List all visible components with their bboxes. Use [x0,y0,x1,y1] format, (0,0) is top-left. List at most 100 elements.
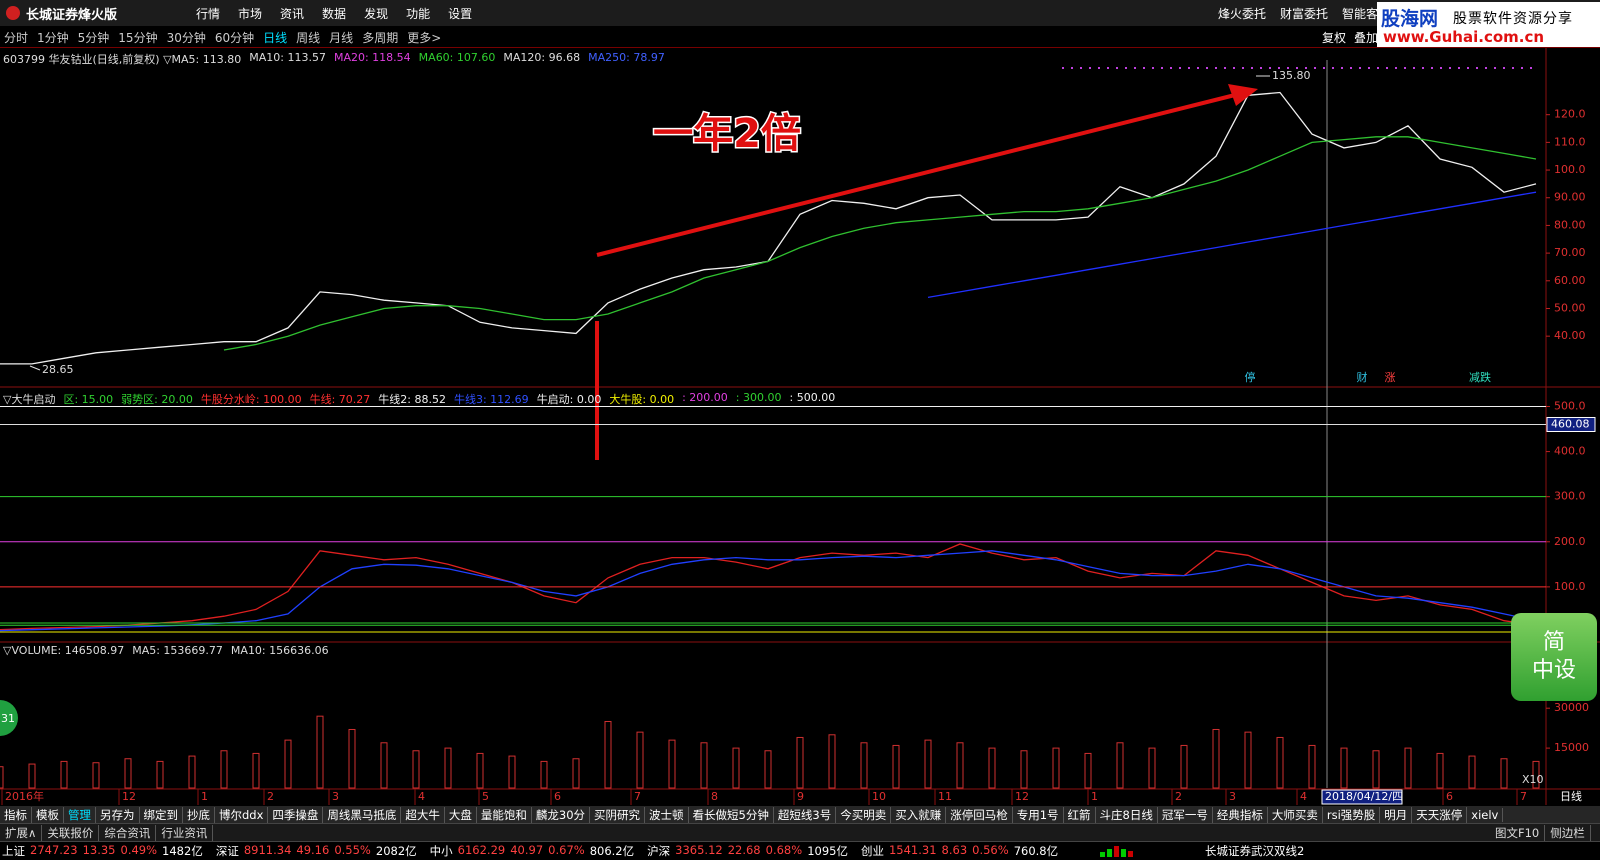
volume-bar [92,762,100,789]
period-item[interactable]: 30分钟 [166,30,206,45]
tab[interactable]: 今买明卖 [836,806,892,823]
period-list: 分时 1分钟 5分钟 15分钟 30分钟 60分钟 日线 周线 月线 多周期 更多> [4,29,441,46]
tab[interactable]: 超大牛 [401,806,445,823]
menu-item[interactable]: 功能 [406,6,431,21]
quote-item: 8.63 [941,843,968,857]
tab[interactable]: 冠军一号 [1158,806,1213,823]
period-item[interactable]: 60分钟 [214,30,255,45]
date-label: 5 [482,790,489,803]
tab[interactable]: 涨停回马枪 [946,806,1013,823]
quote-item: 760.8亿 [1013,844,1059,858]
title-right-item[interactable]: 财富委托 [1280,6,1329,21]
period-item[interactable]: 分时 [4,30,29,45]
quote-item: 1482亿 [162,844,203,858]
title-right-item[interactable]: 智能客 [1342,6,1379,21]
tab[interactable]: 量能饱和 [477,806,532,823]
tab[interactable]: 明月 [1380,806,1413,823]
legend-item: 区: 15.00 [63,393,114,406]
menu-item[interactable]: 数据 [322,6,347,21]
volume-bar [1340,747,1348,789]
tab[interactable]: 管理 [64,806,96,823]
sub-tab[interactable]: 侧边栏 [1545,824,1591,841]
date-label: 7 [1520,790,1527,803]
tab[interactable]: 经典指标 [1213,806,1268,823]
tab[interactable]: 斗庄8日线 [1096,806,1158,823]
tab[interactable]: 红箭 [1064,806,1096,823]
period-right: 复权 叠加 [1322,29,1378,46]
indicator-header: ▽大牛启动 区: 15.00 弱势区: 20.00 牛股分水岭: 100.00 牛线: … [3,391,835,407]
quote-item: 22.68 [727,843,761,857]
tab[interactable]: 指标 [0,806,32,823]
date-label: 4 [1300,790,1307,803]
sub-tab[interactable]: 关联报价 [42,824,100,841]
menu-item[interactable]: 设置 [448,6,473,21]
volume-bar [156,760,164,789]
tab[interactable]: 天天涨停 [1412,806,1468,823]
tab[interactable]: 超短线3号 [774,806,837,823]
tab[interactable]: rsi强势股 [1323,806,1381,823]
tab[interactable]: 看长做短5分钟 [689,806,774,823]
volume-bar [604,721,612,789]
legend-item: MA20: 118.54 [333,51,411,64]
tab[interactable]: xielv [1467,807,1504,822]
volume-bar [1116,742,1124,789]
volume-bar [636,731,644,789]
volume-bar [1532,760,1540,789]
cursor-date: 2018/04/12/四 [1325,790,1403,803]
date-label: 3 [1229,790,1236,803]
menu-item[interactable]: 资讯 [280,6,305,21]
period-right-item[interactable]: 叠加 [1354,30,1379,45]
period-item[interactable]: 15分钟 [118,30,158,45]
period-item[interactable]: 1分钟 [37,30,69,45]
volume-bar [1404,747,1412,789]
tab[interactable]: 周线黑马抵底 [323,806,402,823]
sub-right: 图文F10 侧边栏 [1490,824,1591,841]
high-label: 135.80 [1272,69,1311,82]
menu-item[interactable]: 行情 [196,6,221,21]
volume-bar [1372,750,1380,789]
tab[interactable]: 买阴研究 [590,806,646,823]
tab[interactable]: 四季操盘 [268,806,324,823]
sub-tab[interactable]: 扩展∧ [0,824,43,841]
volume-bar [188,755,196,789]
period-item[interactable]: 5分钟 [77,30,110,45]
legend-item: : 200.00 [682,391,728,404]
tab[interactable]: 抄底 [183,806,215,823]
volume-bar [316,715,324,789]
sub-tab[interactable]: 行业资讯 [156,824,214,841]
low-label: 28.65 [42,363,74,376]
tab[interactable]: 绑定到 [140,806,183,823]
side-button[interactable]: 简中设 [1511,613,1597,701]
sub-tab[interactable]: 图文F10 [1490,824,1546,841]
period-item[interactable]: 日线 [263,30,288,45]
menu-item[interactable]: 市场 [238,6,263,21]
menu-item[interactable]: 发现 [364,6,389,21]
tab[interactable]: 专用1号 [1013,806,1064,823]
volume-bar [412,750,420,789]
event-marker: 停 [1245,370,1256,384]
tab[interactable]: 波士顿 [645,806,689,823]
title-right-item[interactable]: 烽火委托 [1218,6,1267,21]
tab[interactable]: 大师买卖 [1268,806,1323,823]
date-label: 2 [267,790,274,803]
volume-bar [668,739,676,789]
trend-arrow [596,93,1236,257]
tab[interactable]: 另存为 [96,806,140,823]
period-item[interactable]: 更多> [407,30,442,45]
volume-bar [988,747,996,789]
tab[interactable]: 大盘 [445,806,477,823]
legend-item: MA5: 153669.77 [132,644,223,657]
sub-tab[interactable]: 综合资讯 [99,824,157,841]
volume-bar [1020,750,1028,789]
tab[interactable]: 模板 [32,806,64,823]
tab[interactable]: 博尔ddx [215,806,269,823]
period-item[interactable]: 周线 [296,30,321,45]
left-badge[interactable]: 31 [0,700,18,736]
tab[interactable]: 买入就赚 [891,806,947,823]
period-item[interactable]: 月线 [329,30,354,45]
period-item[interactable]: 多周期 [362,30,399,45]
tab[interactable]: 麟龙30分 [532,806,591,823]
volume-bar [508,755,516,789]
period-right-item[interactable]: 复权 [1322,30,1347,45]
quote-item: 沪深 [647,844,671,858]
